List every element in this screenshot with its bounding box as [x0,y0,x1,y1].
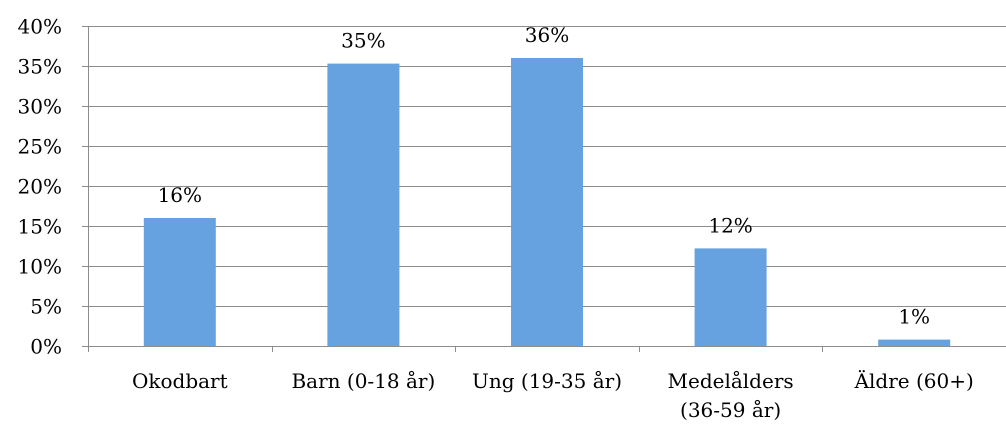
y-tick-label: 40% [18,15,62,39]
bar [143,218,216,346]
x-tick-label: Äldre (60+) [854,369,974,393]
bar [511,58,583,346]
bar [694,248,767,346]
y-tick-label: 10% [18,255,62,279]
x-tick-label: Medelålders (36-59 år) [668,369,794,422]
data-label: 36% [525,23,569,47]
axes [82,26,1006,352]
y-tick-label: 30% [18,95,62,119]
x-tick-label: Okodbart [132,369,228,393]
data-label: 12% [708,213,752,237]
y-tick-label: 15% [18,215,62,239]
y-tick-label: 0% [30,335,62,359]
bars [143,58,951,346]
y-tick-label: 35% [18,55,62,79]
x-axis-tick-labels: Okodbart Barn (0-18 år) Ung (19-35 år) Mede… [132,369,974,422]
bar [878,339,951,346]
bar [327,63,400,346]
y-tick-label: 5% [30,295,62,319]
x-tick-label: Ung (19-35 år) [472,369,622,393]
y-axis-tick-labels: 0% 5% 10% 15% 20% 25% 30% 35% 40% [18,15,62,359]
data-labels: 16% 35% 36% 12% 1% [158,23,930,329]
x-tick-label: Barn (0-18 år) [291,369,435,393]
data-label: 1% [898,305,930,329]
y-tick-label: 20% [18,175,62,199]
data-label: 35% [341,29,385,53]
y-tick-label: 25% [18,135,62,159]
data-label: 16% [158,183,202,207]
